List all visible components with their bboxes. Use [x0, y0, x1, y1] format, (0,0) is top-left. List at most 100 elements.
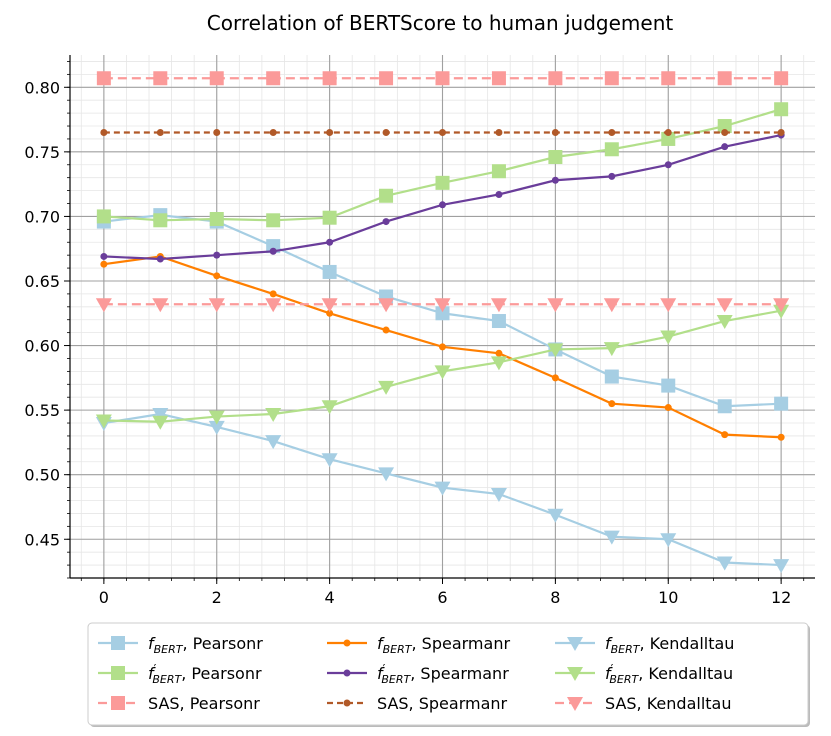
data-point — [661, 131, 676, 146]
data-point — [326, 309, 334, 317]
y-tick-label: 0.70 — [24, 207, 60, 226]
legend-label-sub: BERT — [381, 673, 411, 686]
data-point — [491, 164, 506, 179]
data-point — [717, 399, 732, 414]
data-point — [269, 247, 277, 255]
data-point — [661, 71, 676, 86]
data-point — [491, 314, 506, 329]
data-point — [209, 212, 224, 227]
data-point — [716, 315, 733, 330]
legend-marker — [343, 639, 351, 647]
legend-label-rest: SAS, Spearmanr — [377, 694, 508, 713]
y-tick-label: 0.50 — [24, 466, 60, 485]
data-point — [152, 407, 169, 422]
x-tick-label: 6 — [437, 588, 447, 607]
data-point — [551, 128, 559, 136]
data-point — [547, 508, 564, 523]
legend-label-rest: , Spearmanr — [410, 664, 509, 683]
data-point — [721, 143, 729, 151]
legend-label-sub: BERT — [383, 643, 413, 656]
legend-label: f′ BERT, Kendalltau — [605, 662, 733, 686]
data-point — [608, 400, 616, 408]
data-point — [382, 218, 390, 226]
series-4 — [100, 131, 785, 263]
data-point — [95, 414, 112, 429]
data-point — [608, 128, 616, 136]
legend-label-rest: , Spearmanr — [412, 634, 511, 653]
series-5 — [100, 128, 785, 136]
data-point — [322, 71, 337, 86]
legend-label: SAS, Pearsonr — [148, 694, 260, 713]
data-point — [326, 238, 334, 246]
data-point — [379, 188, 394, 203]
data-point — [604, 71, 619, 86]
legend-label-prime: ′ — [611, 662, 614, 676]
data-point — [439, 343, 446, 351]
data-point — [660, 330, 677, 345]
legend-marker — [111, 666, 125, 680]
legend-label-f: f — [377, 634, 385, 653]
data-point — [213, 251, 221, 259]
data-point — [95, 298, 112, 313]
data-point — [548, 71, 563, 86]
legend-label-rest: , Kendalltau — [638, 664, 733, 683]
data-point — [209, 71, 224, 86]
data-point — [321, 400, 338, 415]
data-point — [717, 71, 732, 86]
y-tick-label: 0.55 — [24, 401, 60, 420]
data-point — [322, 210, 337, 225]
data-point — [208, 298, 225, 313]
data-point — [721, 431, 729, 439]
data-point — [551, 176, 559, 184]
x-tick-label: 2 — [212, 588, 222, 607]
legend-marker — [111, 636, 125, 650]
x-tick-label: 8 — [550, 588, 560, 607]
data-point — [490, 488, 507, 503]
legend-label: f′ BERT, Pearsonr — [148, 662, 262, 686]
data-point — [548, 150, 563, 165]
legend-marker — [567, 697, 583, 711]
data-point — [603, 342, 620, 357]
legend-entry: SAS, Pearsonr — [98, 694, 260, 713]
data-point — [153, 71, 168, 86]
data-point — [379, 71, 394, 86]
legend-label-f: f — [605, 664, 613, 683]
data-point — [326, 128, 334, 136]
major-grid — [70, 55, 815, 578]
data-point — [435, 175, 450, 190]
series-layer — [95, 71, 790, 574]
data-point — [435, 306, 450, 321]
data-point — [435, 71, 450, 86]
data-point — [266, 71, 281, 86]
data-point — [777, 433, 785, 441]
legend-label-f: f — [605, 634, 613, 653]
data-point — [608, 172, 616, 180]
data-point — [100, 252, 108, 260]
legend-entry: SAS, Spearmanr — [327, 694, 508, 713]
legend-entry: f′ BERT, Spearmanr — [327, 662, 509, 686]
legend-label-f: f — [148, 634, 156, 653]
data-point — [774, 396, 789, 411]
data-point — [551, 374, 559, 382]
legend-label-rest: SAS, Kendalltau — [605, 694, 731, 713]
data-point — [773, 298, 790, 313]
data-point — [96, 71, 111, 86]
legend-entry: fBERT, Kendalltau — [555, 634, 734, 656]
data-point — [382, 326, 390, 334]
legend-label: SAS, Kendalltau — [605, 694, 731, 713]
data-point — [495, 128, 503, 136]
data-point — [491, 71, 506, 86]
data-point — [603, 530, 620, 545]
legend-marker — [567, 667, 583, 681]
legend-marker — [567, 637, 583, 651]
y-tick-label: 0.60 — [24, 337, 60, 356]
legend-entry: fBERT, Pearsonr — [98, 634, 263, 656]
legend-label: fBERT, Spearmanr — [377, 634, 510, 656]
data-point — [660, 533, 677, 548]
series-8 — [95, 298, 790, 313]
data-point — [660, 298, 677, 313]
legend-label-rest: , Pearsonr — [181, 664, 262, 683]
legend-frame — [87, 622, 809, 726]
